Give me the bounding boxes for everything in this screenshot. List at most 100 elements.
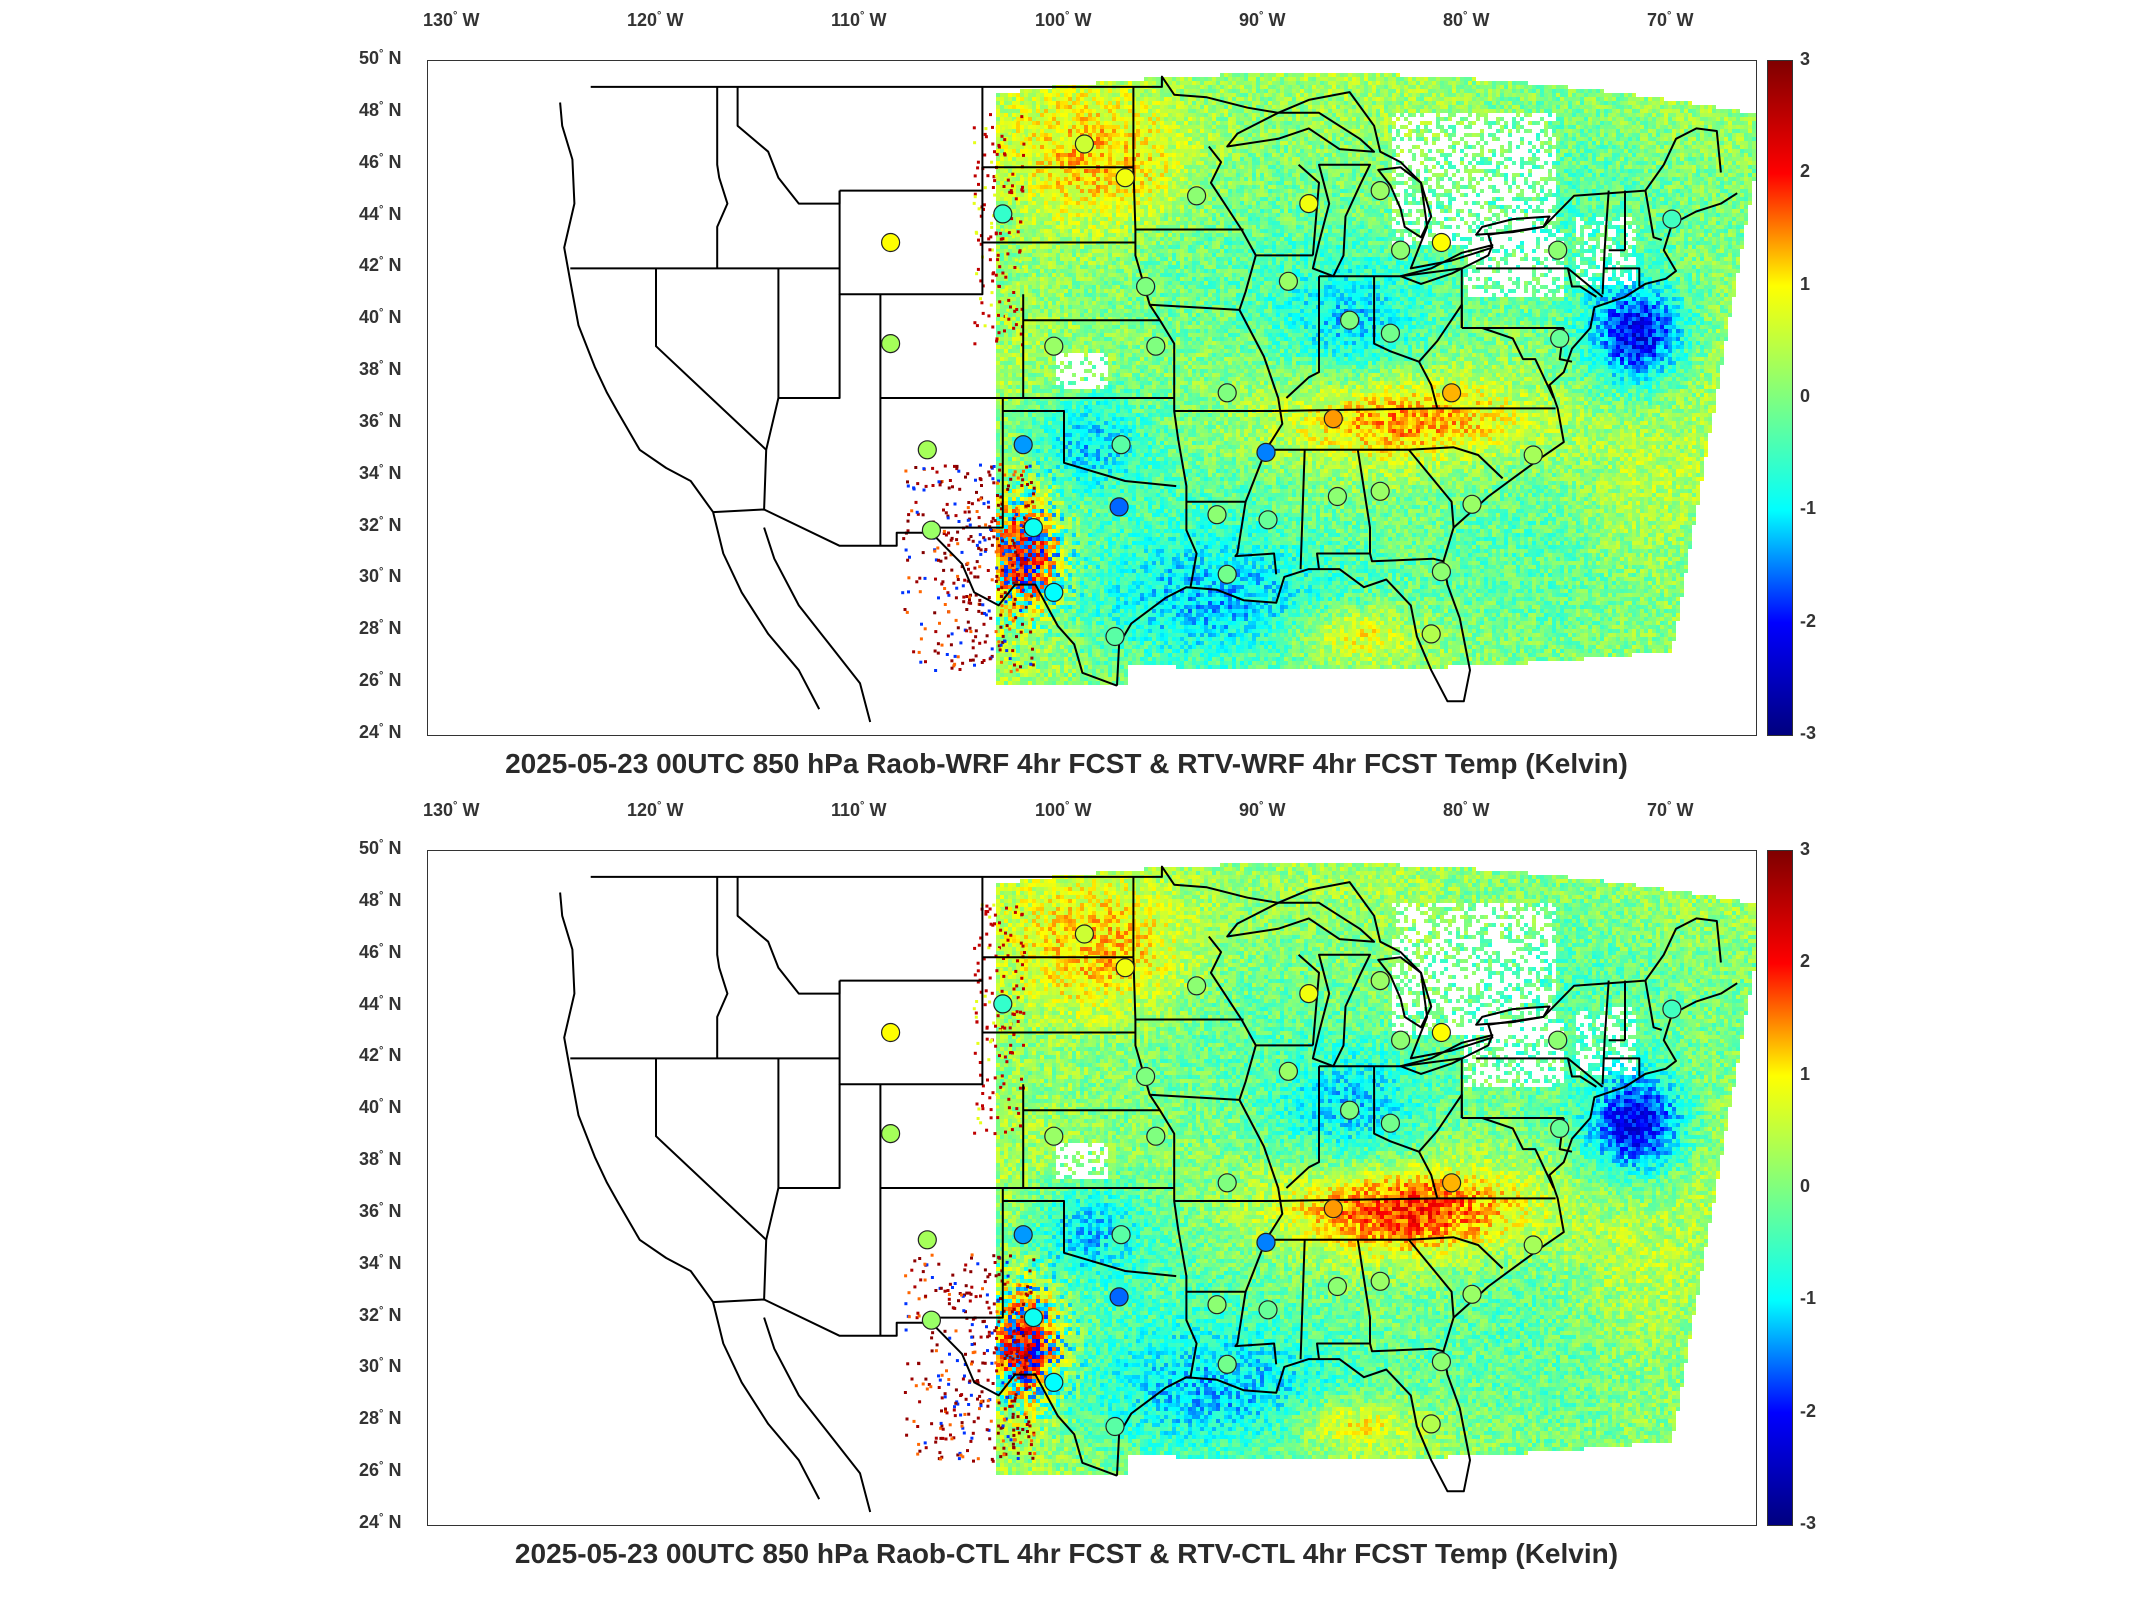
raob-station-marker: [1135, 276, 1156, 297]
colorbar-tick-label: 0: [1800, 386, 1810, 407]
raob-station-marker: [1278, 271, 1299, 291]
raob-station-marker: [1146, 1126, 1166, 1146]
latitude-tick-label: 48° N: [359, 100, 401, 121]
raob-station-marker: [1662, 209, 1682, 229]
latitude-tick-label: 38° N: [359, 359, 401, 380]
raob-station-marker: [1135, 1066, 1156, 1087]
state-boundary: [1285, 1066, 1320, 1189]
raob-station-marker: [881, 1022, 901, 1043]
raob-station-marker: [1548, 240, 1568, 260]
colorbar-tick-label: 3: [1800, 49, 1810, 70]
state-boundary: [1408, 449, 1455, 528]
us-mexico-border: [713, 508, 1118, 687]
state-boundary: [929, 398, 1004, 529]
great-lake-outline: [1377, 166, 1433, 239]
state-boundary: [716, 86, 729, 269]
state-boundary: [778, 1084, 841, 1189]
state-boundary: [1408, 1239, 1455, 1318]
map-panel-top: 130° W 120° W 110° W 100° W 90° W 80° W 70° W …: [0, 0, 2133, 790]
latitude-tick-label: 36° N: [359, 411, 401, 432]
colorbar-tick-label: 0: [1800, 1176, 1810, 1197]
gulf-coastline: [1116, 561, 1471, 703]
latitude-tick-label: 24° N: [359, 1512, 401, 1533]
raob-station-marker: [1109, 1287, 1129, 1307]
raob-station-marker: [1105, 626, 1125, 647]
state-boundary: [1208, 145, 1284, 575]
raob-station-marker: [1431, 1022, 1452, 1043]
raob-station-marker: [881, 232, 901, 253]
raob-station-marker: [921, 1310, 941, 1330]
latitude-tick-label: 26° N: [359, 670, 401, 691]
raob-station-marker: [1044, 582, 1064, 603]
raob-station-marker: [1441, 1173, 1462, 1193]
raob-station-marker: [1217, 1173, 1237, 1193]
raob-stations: [881, 924, 1682, 1437]
raob-station-marker: [1186, 186, 1207, 206]
longitude-tick-label: 90° W: [1239, 800, 1285, 821]
gulf-of-california-coast: [763, 1317, 872, 1513]
latitude-tick-label: 44° N: [359, 994, 401, 1015]
state-boundary: [1297, 953, 1320, 1046]
raob-station-marker: [1550, 328, 1570, 348]
raob-station-marker: [1390, 240, 1411, 260]
raob-station-marker: [1380, 323, 1401, 343]
raob-station-marker: [1662, 999, 1682, 1019]
raob-station-marker: [1370, 181, 1390, 201]
raob-station-marker: [1013, 435, 1033, 455]
state-boundary: [736, 876, 841, 995]
latitude-tick-label: 32° N: [359, 1305, 401, 1326]
map-frame: [427, 60, 1757, 736]
raob-station-marker: [1023, 518, 1044, 538]
latitude-tick-label: 36° N: [359, 1201, 401, 1222]
raob-station-marker: [1431, 1352, 1452, 1372]
latitude-tick-label: 34° N: [359, 1253, 401, 1274]
state-boundary: [1149, 1093, 1240, 1101]
state-boundary: [655, 1058, 767, 1241]
state-borders: [559, 865, 1738, 1513]
colorbar: [1767, 850, 1793, 1526]
state-boundary: [1002, 410, 1177, 488]
raob-station-marker: [1278, 1061, 1299, 1081]
latitude-tick-label: 46° N: [359, 152, 401, 173]
colorbar-tick-label: -3: [1800, 1513, 1816, 1534]
state-borders: [559, 75, 1738, 723]
state-boundary: [1132, 957, 1198, 1378]
coastline: [559, 102, 714, 513]
baja-coastline: [712, 1301, 821, 1500]
colorbar-tick-label: -2: [1800, 611, 1816, 632]
great-lake-outline: [1475, 215, 1551, 236]
state-boundary: [1261, 1236, 1504, 1270]
state-boundary: [1274, 407, 1556, 412]
colorbar: [1767, 60, 1793, 736]
raob-station-marker: [1370, 971, 1390, 991]
latitude-tick-label: 40° N: [359, 1097, 401, 1118]
colorbar-tick-label: -3: [1800, 723, 1816, 744]
great-lakes-border: [1277, 881, 1722, 1060]
longitude-tick-label: 100° W: [1035, 800, 1091, 821]
longitude-tick-label: 130° W: [423, 800, 479, 821]
great-lake-outline: [1475, 1005, 1551, 1026]
raob-station-marker: [1186, 976, 1207, 996]
longitude-tick-label: 100° W: [1035, 10, 1091, 31]
colorbar-tick-label: 1: [1800, 274, 1810, 295]
raob-station-marker: [1207, 505, 1227, 525]
raob-station-marker: [917, 1230, 937, 1250]
raob-station-marker: [1523, 445, 1543, 465]
latitude-tick-label: 46° N: [359, 942, 401, 963]
raob-station-marker: [1044, 1372, 1064, 1393]
colorbar-tick-label: 2: [1800, 161, 1810, 182]
state-boundary: [763, 268, 780, 510]
state-boundary: [763, 1058, 780, 1300]
raob-station-marker: [1256, 442, 1276, 462]
raob-station-marker: [1299, 194, 1319, 214]
raob-station-marker: [1111, 435, 1131, 455]
us-canada-border: [590, 75, 1279, 114]
longitude-tick-label: 70° W: [1647, 800, 1693, 821]
latitude-tick-label: 30° N: [359, 1356, 401, 1377]
map-title: 2025-05-23 00UTC 850 hPa Raob-WRF 4hr FC…: [0, 748, 2133, 780]
latitude-tick-label: 32° N: [359, 515, 401, 536]
raob-station-marker: [1044, 1126, 1064, 1146]
state-boundary: [1374, 1057, 1463, 1118]
state-boundary: [1373, 1066, 1439, 1199]
state-boundary: [1285, 276, 1320, 399]
